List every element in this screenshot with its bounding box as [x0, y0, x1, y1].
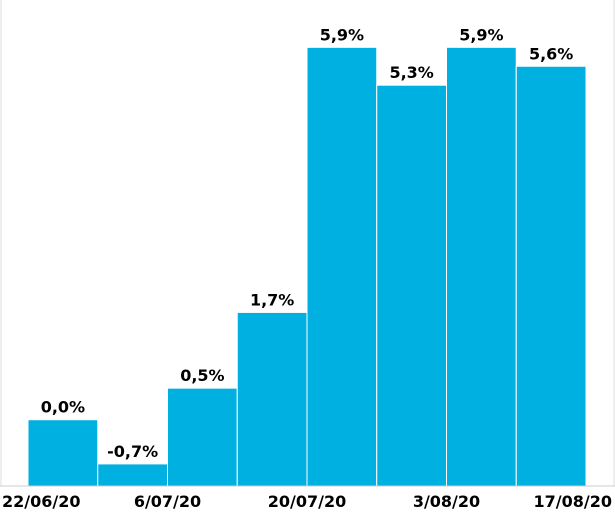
bar — [97, 463, 168, 487]
x-tick-label: 6/07/20 — [134, 492, 201, 511]
value-label: 5,3% — [389, 63, 433, 82]
value-label: 0,0% — [41, 398, 85, 417]
x-tick-label: 17/08/20 — [534, 492, 612, 511]
bar — [376, 84, 447, 487]
x-tick-label: 20/07/20 — [268, 492, 346, 511]
value-label: 5,6% — [529, 44, 573, 63]
bar — [515, 65, 587, 487]
value-label: 1,7% — [250, 290, 294, 309]
bar — [236, 311, 308, 487]
value-label: 5,9% — [459, 25, 503, 44]
x-tick-label: 3/08/20 — [413, 492, 480, 511]
bar — [27, 419, 99, 487]
value-label: 0,5% — [180, 366, 224, 385]
bar — [306, 46, 378, 487]
bar — [446, 46, 517, 487]
bar — [167, 387, 238, 487]
x-tick-label: 22/06/20 — [2, 492, 80, 511]
value-label: 5,9% — [320, 25, 364, 44]
value-label: -0,7% — [107, 442, 158, 461]
